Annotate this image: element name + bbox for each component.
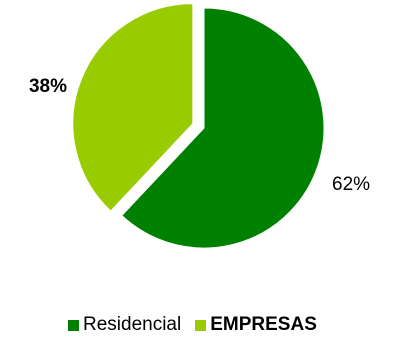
pie-slice-empresas xyxy=(72,3,194,212)
legend-item-empresas: EMPRESAS xyxy=(195,314,317,336)
data-label-empresas: 38% xyxy=(29,76,67,97)
legend-item-residencial: Residencial xyxy=(68,314,181,336)
pie-slice-residencial xyxy=(121,7,325,249)
legend-swatch-residencial xyxy=(68,319,79,331)
legend-swatch-empresas xyxy=(195,319,207,331)
legend-label-residencial: Residencial xyxy=(83,314,182,335)
chart-legend: Residencial EMPRESAS xyxy=(68,314,331,336)
data-label-residencial: 62% xyxy=(332,174,370,195)
legend-label-empresas: EMPRESAS xyxy=(210,314,317,335)
